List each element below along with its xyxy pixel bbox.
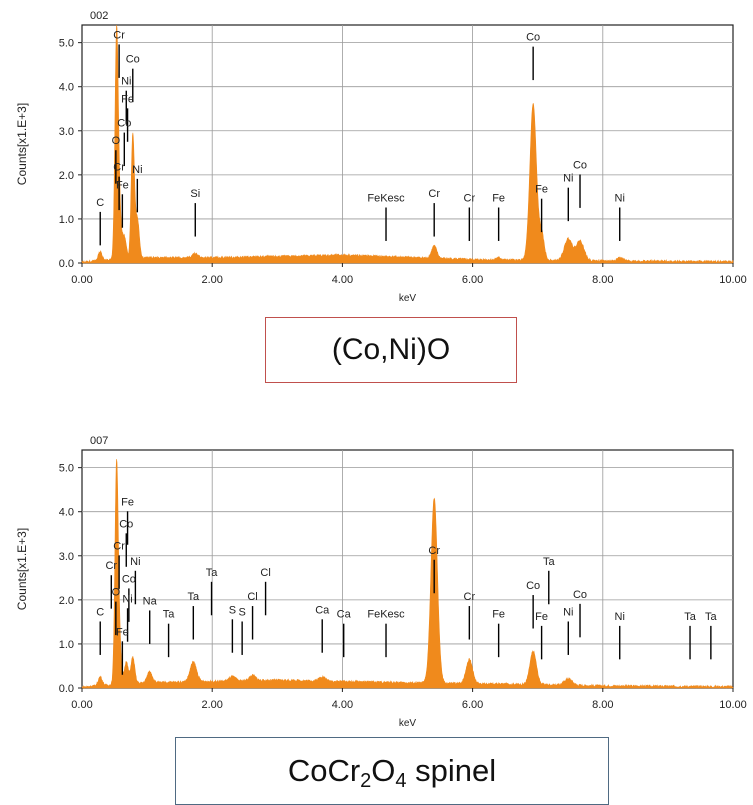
caption-mid: O: [371, 753, 396, 788]
element-label: Fe: [121, 93, 134, 105]
element-label: Co: [573, 159, 587, 171]
x-tick-label: 8.00: [592, 699, 613, 711]
spectrum-trace: [81, 459, 734, 690]
element-label: Co: [526, 580, 540, 592]
y-axis-label: Counts[x1.E+3]: [15, 528, 29, 610]
element-label: Si: [190, 188, 200, 200]
y-tick-label: 5.0: [59, 38, 74, 50]
y-tick-label: 3.0: [59, 551, 74, 563]
y-tick-label: 5.0: [59, 463, 74, 475]
element-label: Ni: [563, 606, 573, 618]
x-tick-label: 0.00: [71, 274, 92, 286]
x-tick-label: 10.00: [719, 274, 747, 286]
eds-spectrum-panel-007: C Fe Co Cr Ni Cr Co O Ni Fe Na Ta Ta Ta S S Cl Cl Ca Ca FeKe…: [0, 425, 753, 735]
element-label: Ni: [121, 76, 131, 88]
y-tick-label: 1.0: [59, 639, 74, 651]
element-label: Fe: [535, 184, 548, 196]
caption-suffix: spinel: [406, 753, 497, 788]
element-label: Cr: [113, 162, 125, 174]
element-label: Fe: [492, 609, 505, 621]
x-tick-label: 0.00: [71, 699, 92, 711]
element-label: Cr: [428, 188, 440, 200]
element-label: Ta: [543, 556, 556, 568]
eds-spectrum-panel-002: C Cr Co Ni Fe Co O Cr Ni Fe Si FeKesc Cr Cr Fe Co Fe Ni Co…: [0, 0, 753, 310]
element-label: Cr: [113, 29, 125, 41]
x-tick-label: 2.00: [201, 699, 222, 711]
element-label: Ni: [563, 173, 573, 185]
element-label: Ta: [684, 611, 697, 623]
element-label: Fe: [116, 179, 129, 191]
spectrum-id-label: 002: [90, 10, 108, 22]
x-tick-label: 6.00: [462, 274, 483, 286]
x-tick-label: 8.00: [592, 274, 613, 286]
spectrum-trace: [81, 24, 734, 264]
x-tick-label: 10.00: [719, 699, 747, 711]
spectrum-id-label: 007: [90, 435, 108, 447]
element-label: Ca: [337, 609, 352, 621]
element-label: Ta: [163, 609, 176, 621]
element-label: Fe: [492, 193, 505, 205]
element-label: Cr: [113, 540, 125, 552]
caption-box-coni-o: (Co,Ni)O: [265, 317, 517, 383]
y-tick-label: 4.0: [59, 507, 74, 519]
y-tick-label: 2.0: [59, 170, 74, 182]
element-label: Cr: [464, 591, 476, 603]
y-tick-label: 0.0: [59, 258, 74, 270]
y-tick-label: 0.0: [59, 683, 74, 695]
element-label: Ni: [132, 164, 142, 176]
element-label: S: [229, 604, 236, 616]
element-label: Na: [143, 595, 158, 607]
element-label: FeKesc: [367, 193, 405, 205]
caption-sub-2: 4: [395, 770, 407, 792]
element-label: Co: [122, 573, 136, 585]
element-label: C: [96, 606, 104, 618]
plot-area: [81, 24, 734, 264]
element-label: Ta: [705, 611, 718, 623]
y-tick-label: 1.0: [59, 214, 74, 226]
element-label: Ni: [130, 556, 140, 568]
caption-box-spinel: CoCr2O4 spinel: [175, 737, 609, 805]
y-axis-label: Counts[x1.E+3]: [15, 103, 29, 185]
caption-prefix: CoCr: [287, 753, 361, 788]
element-label: Ni: [615, 193, 625, 205]
element-label: Fe: [535, 611, 548, 623]
x-tick-label: 4.00: [332, 274, 353, 286]
element-label: Co: [119, 518, 133, 530]
element-label: Co: [117, 118, 131, 130]
element-label: O: [112, 587, 121, 599]
plot-area: [81, 449, 734, 689]
x-tick-label: 2.00: [201, 274, 222, 286]
y-tick-label: 2.0: [59, 595, 74, 607]
element-label: Ta: [206, 567, 219, 579]
element-label: Ni: [122, 593, 132, 605]
element-label: Co: [573, 589, 587, 601]
element-label: O: [112, 135, 121, 147]
element-label: Co: [526, 32, 540, 44]
x-tick-label: 6.00: [462, 699, 483, 711]
element-label: Cr: [428, 545, 440, 557]
element-label: Fe: [121, 496, 134, 508]
y-tick-label: 4.0: [59, 82, 74, 94]
element-label: S: [238, 606, 245, 618]
element-label: Cl: [247, 591, 257, 603]
caption-text: (Co,Ni)O: [331, 333, 451, 366]
element-label: Cr: [105, 560, 117, 572]
x-axis-label: keV: [399, 718, 417, 729]
element-label: FeKesc: [367, 609, 405, 621]
element-label: Ta: [188, 591, 201, 603]
element-label: Cl: [260, 567, 270, 579]
x-axis-label: keV: [399, 293, 417, 304]
x-tick-label: 4.00: [332, 699, 353, 711]
element-label: Cr: [464, 193, 476, 205]
element-label: Co: [126, 54, 140, 66]
element-label: Ca: [315, 604, 330, 616]
caption-sub-1: 2: [360, 770, 372, 792]
y-tick-label: 3.0: [59, 126, 74, 138]
element-label: C: [96, 197, 104, 209]
element-label: Fe: [116, 626, 129, 638]
element-label: Ni: [615, 611, 625, 623]
